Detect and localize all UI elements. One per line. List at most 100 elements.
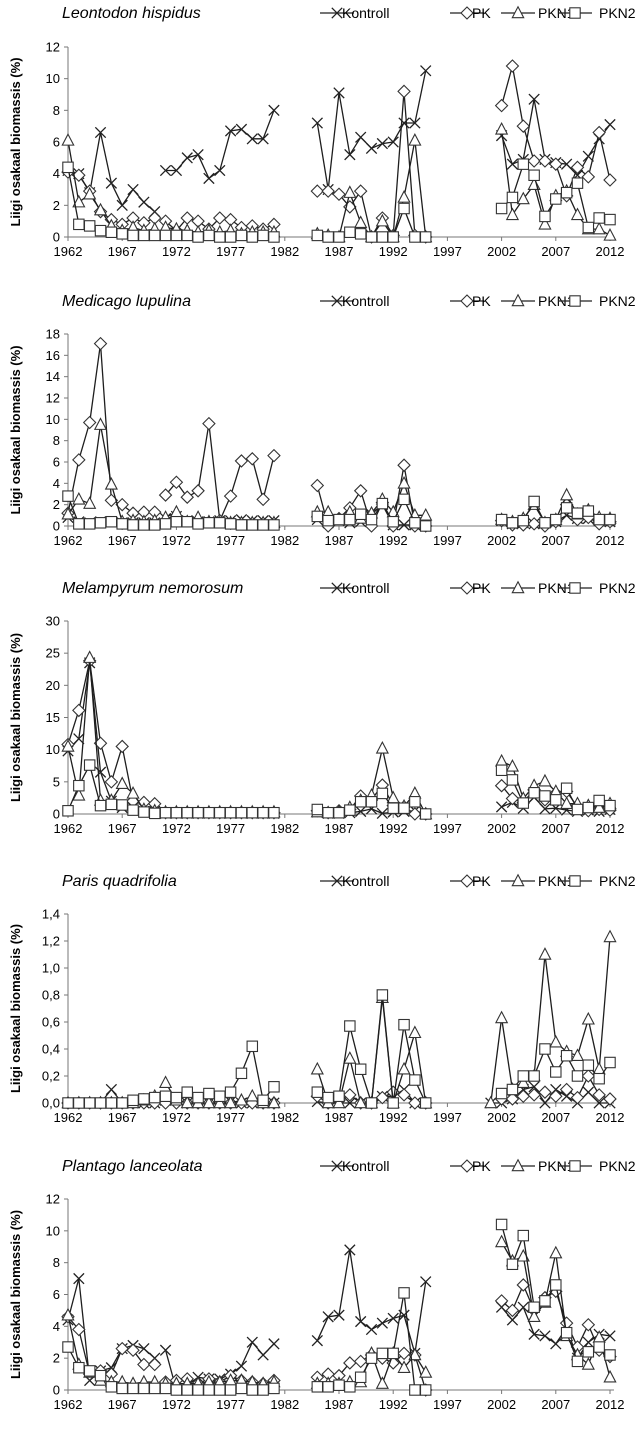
data-point [539, 1043, 551, 1055]
data-point [528, 787, 540, 799]
data-point [73, 218, 85, 231]
data-point [528, 169, 540, 182]
chart-title: Plantago lanceolata [62, 1158, 203, 1175]
data-point [223, 1095, 238, 1109]
legend-label-pkn2: PKN2 [599, 5, 636, 21]
data-point [604, 799, 616, 812]
data-point [397, 458, 411, 472]
data-point [344, 804, 356, 816]
data-point [170, 1091, 183, 1104]
data-point [494, 121, 509, 135]
chart-panel-2: Medicago lupulina Kontroll PK PKN1 PKN2 Liigi… [8, 293, 636, 548]
data-point [387, 802, 399, 814]
data-point [593, 1072, 605, 1085]
data-point [582, 505, 595, 517]
data-point [517, 1070, 530, 1082]
data-point [344, 513, 356, 526]
data-point [170, 164, 183, 177]
x-tick-label: 1982 [270, 821, 299, 836]
series-pk [61, 59, 617, 244]
data-point [581, 1069, 596, 1083]
data-point [322, 514, 334, 527]
data-point [506, 774, 519, 786]
y-axis-label: Liigi osakaal biomassis (%) [8, 1210, 23, 1379]
data-point [408, 807, 422, 821]
data-point [538, 154, 552, 168]
data-point [365, 142, 378, 154]
y-tick-label: 6 [53, 455, 60, 470]
y-axis-label: Liigi osakaal biomassis (%) [8, 633, 23, 802]
data-point [505, 791, 520, 806]
x-tick-label: 2012 [596, 533, 625, 548]
x-tick-label: 1967 [108, 821, 137, 836]
data-point [83, 1097, 96, 1109]
data-point [549, 1034, 563, 1048]
data-point [354, 1063, 367, 1076]
data-point [527, 517, 541, 531]
x-tick-label: 1962 [54, 244, 83, 259]
data-point [559, 1082, 574, 1097]
data-point [73, 733, 85, 745]
legend-marker-kontroll [331, 1160, 343, 1172]
legend-marker-kontroll [331, 875, 343, 887]
series-line [317, 994, 427, 1104]
data-point [94, 799, 107, 812]
data-point [180, 490, 195, 504]
y-tick-label: 15 [46, 710, 60, 725]
data-point [560, 502, 573, 514]
data-point [310, 1061, 324, 1075]
data-point [127, 229, 139, 242]
data-point [159, 229, 172, 242]
data-point [72, 491, 86, 505]
y-tick-label: 10 [46, 71, 60, 86]
data-point [495, 1087, 508, 1100]
data-point [376, 787, 389, 800]
data-point [539, 790, 551, 802]
data-point [73, 779, 85, 792]
series-pkn2 [62, 1218, 616, 1396]
data-point [582, 1346, 595, 1358]
y-tick-label: 1,2 [42, 934, 60, 949]
data-point [355, 131, 367, 143]
data-point [116, 199, 128, 211]
data-point [365, 1323, 378, 1336]
y-tick-label: 10 [46, 1223, 60, 1238]
chart-panel-3: Melampyrum nemorosum Kontroll PK PKN1 PKN2 Li… [8, 580, 636, 836]
x-tick-label: 1962 [54, 1397, 83, 1412]
y-tick-label: 0 [53, 230, 60, 245]
y-tick-label: 0,2 [42, 1069, 60, 1084]
data-point [83, 220, 96, 232]
data-point [105, 798, 118, 811]
chart-panel-4: Paris quadrifolia Kontroll PK PKN1 PKN2 Liigi… [8, 873, 636, 1125]
data-point [538, 773, 552, 787]
data-point [375, 740, 389, 754]
y-tick-label: 14 [46, 369, 60, 384]
data-point [397, 190, 411, 203]
data-point [570, 1090, 585, 1105]
legend-marker-pkn2 [569, 295, 581, 307]
data-point [582, 1336, 594, 1348]
x-tick-label: 1987 [325, 244, 354, 259]
data-point [592, 125, 606, 140]
data-point [550, 513, 562, 526]
chart-panel-5: Plantago lanceolata Kontroll PK PKN1 PKN2 Lii… [8, 1158, 636, 1412]
data-point [170, 229, 183, 242]
data-point [560, 487, 574, 501]
data-point [83, 496, 97, 509]
legend: Kontroll PK PKN1 PKN2 [320, 873, 636, 889]
data-point [592, 221, 606, 235]
data-point [214, 1090, 226, 1103]
data-point [62, 161, 74, 174]
x-tick-label: 1992 [379, 821, 408, 836]
data-point [234, 454, 249, 468]
data-point [127, 804, 139, 816]
data-point [94, 1097, 107, 1109]
data-point [257, 133, 269, 145]
data-point [246, 1336, 258, 1348]
data-point [72, 168, 86, 183]
data-point [235, 229, 248, 242]
data-point [550, 1279, 562, 1291]
data-point [181, 229, 193, 242]
data-point [257, 229, 269, 242]
data-point [604, 118, 616, 131]
